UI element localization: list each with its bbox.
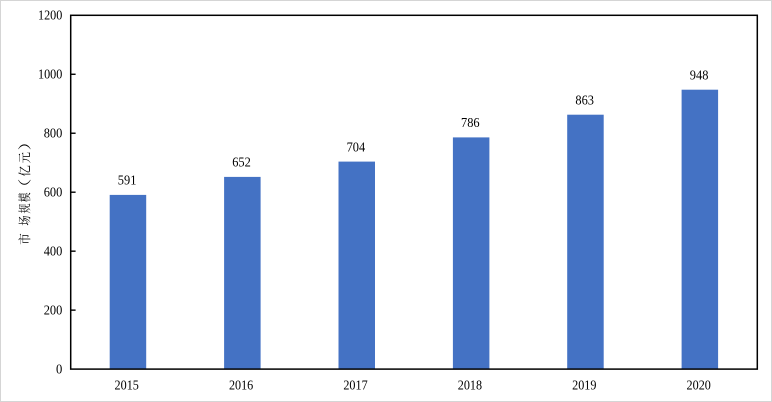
svg-text:704: 704 bbox=[347, 140, 366, 155]
svg-text:0: 0 bbox=[56, 362, 62, 377]
svg-text:600: 600 bbox=[44, 186, 63, 201]
svg-text:2019: 2019 bbox=[572, 378, 596, 393]
svg-text:2018: 2018 bbox=[458, 378, 482, 393]
svg-text:2017: 2017 bbox=[343, 378, 367, 393]
svg-text:1200: 1200 bbox=[38, 9, 62, 24]
svg-text:2015: 2015 bbox=[115, 378, 139, 393]
svg-text:652: 652 bbox=[232, 156, 251, 171]
svg-text:200: 200 bbox=[44, 303, 63, 318]
svg-text:591: 591 bbox=[118, 174, 137, 189]
svg-text:400: 400 bbox=[44, 245, 63, 260]
svg-text:786: 786 bbox=[461, 116, 480, 131]
svg-text:2020: 2020 bbox=[687, 378, 711, 393]
svg-text:948: 948 bbox=[690, 68, 709, 83]
svg-text:2016: 2016 bbox=[229, 378, 253, 393]
svg-text:863: 863 bbox=[575, 93, 594, 108]
svg-text:800: 800 bbox=[44, 127, 63, 142]
svg-text:1000: 1000 bbox=[38, 68, 62, 83]
